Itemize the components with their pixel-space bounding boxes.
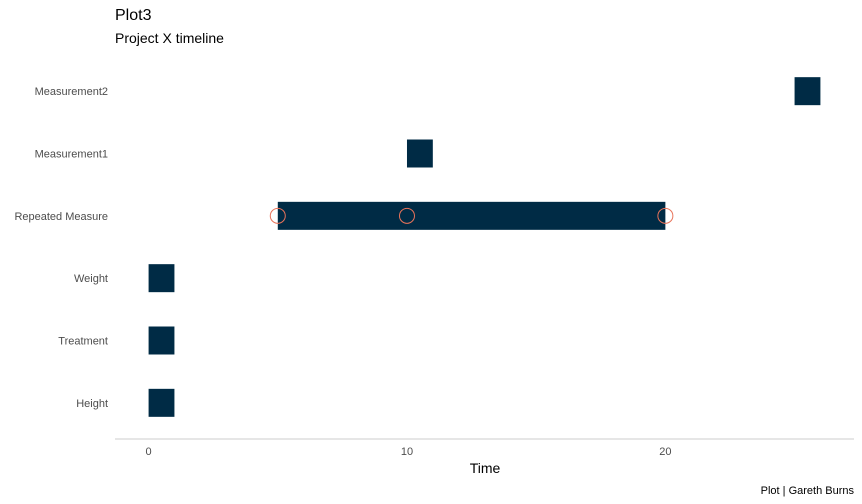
task-bar [794,77,821,106]
task-bar [148,326,175,355]
task-bars [148,77,821,417]
y-tick-label: Repeated Measure [14,211,108,223]
task-bar [148,264,175,293]
x-tick-labels: 0 10 20 [146,446,672,458]
milestone-marker [398,207,415,224]
task-markers [269,207,674,224]
chart-subtitle: Project X timeline [115,30,224,46]
y-tick-label: Treatment [58,336,108,348]
milestone-marker [657,207,674,224]
task-bar [277,201,666,230]
x-axis-label: Time [470,460,501,476]
x-tick-label: 20 [659,446,671,458]
y-tick-labels: Height Treatment Weight Repeated Measure Mea… [14,86,108,410]
y-tick-label: Weight [74,273,108,285]
y-tick-label: Measurement2 [35,86,108,98]
chart-title: Plot3 [115,7,152,24]
task-bar [406,139,433,168]
y-tick-label: Height [76,398,108,410]
y-tick-label: Measurement1 [35,149,108,161]
x-tick-label: 0 [146,446,152,458]
task-bar [148,388,175,417]
milestone-marker [269,207,286,224]
x-tick-label: 10 [401,446,413,458]
chart-caption: Plot | Gareth Burns [761,485,855,497]
